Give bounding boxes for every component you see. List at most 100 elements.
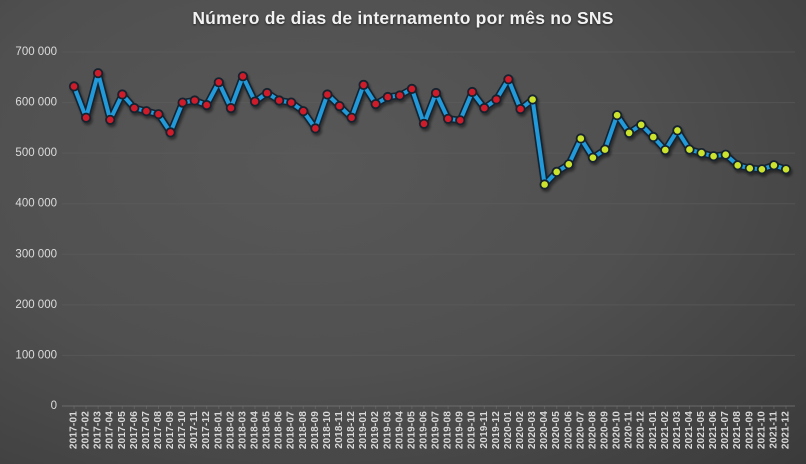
chart-title: Número de dias de internamento por mês n… — [192, 8, 614, 28]
x-axis-tick-label: 2019-05 — [406, 411, 417, 449]
data-point-marker[interactable] — [286, 97, 297, 108]
data-point-marker[interactable] — [261, 87, 273, 99]
data-point-marker[interactable] — [382, 91, 393, 103]
x-axis-tick-label: 2021-04 — [684, 411, 695, 449]
data-point-marker[interactable] — [418, 118, 430, 129]
data-point-marker[interactable] — [611, 110, 623, 121]
x-axis-tick-label: 2017-12 — [201, 411, 212, 449]
data-point-marker[interactable] — [334, 101, 345, 112]
data-point-marker[interactable] — [298, 106, 309, 117]
x-axis-tick-label: 2017-02 — [81, 411, 92, 449]
data-point-marker[interactable] — [177, 97, 188, 108]
x-axis-tick-label: 2017-06 — [129, 411, 140, 449]
data-point-marker[interactable] — [225, 103, 236, 114]
data-point-marker[interactable] — [93, 68, 104, 79]
data-point-marker[interactable] — [141, 106, 152, 117]
x-axis-tick-label: 2018-11 — [334, 411, 345, 449]
x-axis-tick-label: 2017-01 — [69, 411, 80, 449]
x-axis-tick-label: 2019-10 — [467, 411, 478, 449]
x-axis-tick-label: 2019-01 — [358, 411, 369, 449]
data-point-marker[interactable] — [189, 95, 200, 106]
data-point-marker[interactable] — [515, 104, 526, 115]
data-point-marker[interactable] — [503, 74, 514, 85]
x-axis-tick-label: 2019-04 — [394, 411, 405, 449]
data-point-marker[interactable] — [708, 151, 719, 162]
data-point-marker[interactable] — [406, 83, 417, 95]
x-axis-tick-label: 2018-07 — [286, 411, 297, 449]
x-axis-tick-label: 2019-06 — [418, 411, 429, 449]
data-point-marker[interactable] — [322, 89, 333, 100]
data-point-marker[interactable] — [129, 103, 140, 114]
x-axis-tick-label: 2018-10 — [322, 411, 333, 449]
data-point-marker[interactable] — [81, 112, 92, 123]
data-point-marker[interactable] — [636, 119, 647, 130]
x-axis-tick-label: 2021-09 — [744, 411, 755, 449]
data-point-marker[interactable] — [249, 96, 261, 107]
data-point-marker[interactable] — [68, 81, 80, 92]
data-point-marker[interactable] — [442, 113, 454, 124]
data-point-marker[interactable] — [201, 100, 212, 111]
x-axis-tick-label: 2021-10 — [756, 411, 767, 449]
x-axis-tick-label: 2018-05 — [262, 411, 273, 449]
x-axis-tick-label: 2017-11 — [189, 411, 200, 449]
data-point-marker[interactable] — [117, 89, 128, 100]
data-point-marker[interactable] — [346, 112, 357, 123]
data-point-marker[interactable] — [756, 164, 768, 175]
data-point-marker[interactable] — [394, 90, 405, 101]
data-point-marker[interactable] — [237, 71, 248, 82]
data-point-marker[interactable] — [551, 166, 562, 177]
data-point-marker[interactable] — [623, 127, 635, 138]
x-axis-tick-label: 2021-05 — [696, 411, 707, 449]
x-axis-tick-label: 2018-08 — [298, 411, 309, 449]
data-point-marker[interactable] — [358, 79, 369, 91]
data-point-marker[interactable] — [599, 144, 611, 155]
series-group — [68, 68, 792, 190]
y-axis-tick-label: 600 000 — [15, 97, 57, 109]
x-axis-tick-label: 2017-10 — [177, 411, 188, 449]
data-point-marker[interactable] — [539, 179, 550, 190]
data-point-marker[interactable] — [165, 127, 176, 138]
x-axis-tick-label: 2020-10 — [612, 411, 623, 449]
data-point-marker[interactable] — [491, 94, 502, 105]
data-point-marker[interactable] — [768, 160, 780, 171]
data-point-marker[interactable] — [467, 86, 478, 98]
data-point-marker[interactable] — [660, 145, 671, 156]
data-point-marker[interactable] — [479, 103, 490, 114]
y-axis-tick-label: 700 000 — [15, 46, 57, 58]
x-axis-tick-label: 2017-07 — [141, 411, 152, 449]
data-point-marker[interactable] — [780, 164, 792, 175]
data-point-marker[interactable] — [455, 115, 466, 126]
y-axis-tick-label: 400 000 — [15, 198, 57, 210]
x-axis-tick-label: 2018-03 — [237, 411, 248, 449]
data-point-marker[interactable] — [310, 123, 321, 134]
x-axis-tick-label: 2019-03 — [382, 411, 393, 449]
data-point-marker[interactable] — [672, 125, 683, 136]
data-point-marker[interactable] — [105, 114, 116, 125]
data-point-marker[interactable] — [213, 77, 224, 88]
x-axis-tick-label: 2018-06 — [274, 411, 285, 449]
data-point-marker[interactable] — [370, 99, 381, 110]
data-point-marker[interactable] — [575, 133, 586, 144]
x-axis-tick-label: 2020-06 — [563, 411, 574, 449]
x-axis-tick-label: 2021-06 — [708, 411, 719, 449]
data-point-marker[interactable] — [430, 87, 442, 99]
data-point-marker[interactable] — [684, 144, 695, 155]
data-point-marker[interactable] — [732, 160, 743, 171]
data-point-marker[interactable] — [527, 94, 538, 105]
x-axis-tick-label: 2020-11 — [624, 411, 635, 449]
data-point-marker[interactable] — [648, 131, 659, 143]
x-axis-tick-label: 2019-12 — [491, 411, 502, 449]
data-point-marker[interactable] — [274, 95, 285, 106]
data-point-marker[interactable] — [587, 152, 599, 163]
data-point-marker[interactable] — [696, 148, 707, 159]
x-axis-tick-label: 2018-01 — [213, 411, 224, 449]
data-point-marker[interactable] — [744, 163, 755, 174]
x-axis-tick-label: 2020-02 — [515, 411, 526, 449]
data-point-marker[interactable] — [720, 149, 731, 160]
data-point-marker[interactable] — [563, 159, 574, 170]
x-axis-tick-label: 2018-09 — [310, 411, 321, 449]
y-axis-tick-label: 100 000 — [15, 349, 57, 361]
data-point-marker[interactable] — [153, 109, 164, 120]
